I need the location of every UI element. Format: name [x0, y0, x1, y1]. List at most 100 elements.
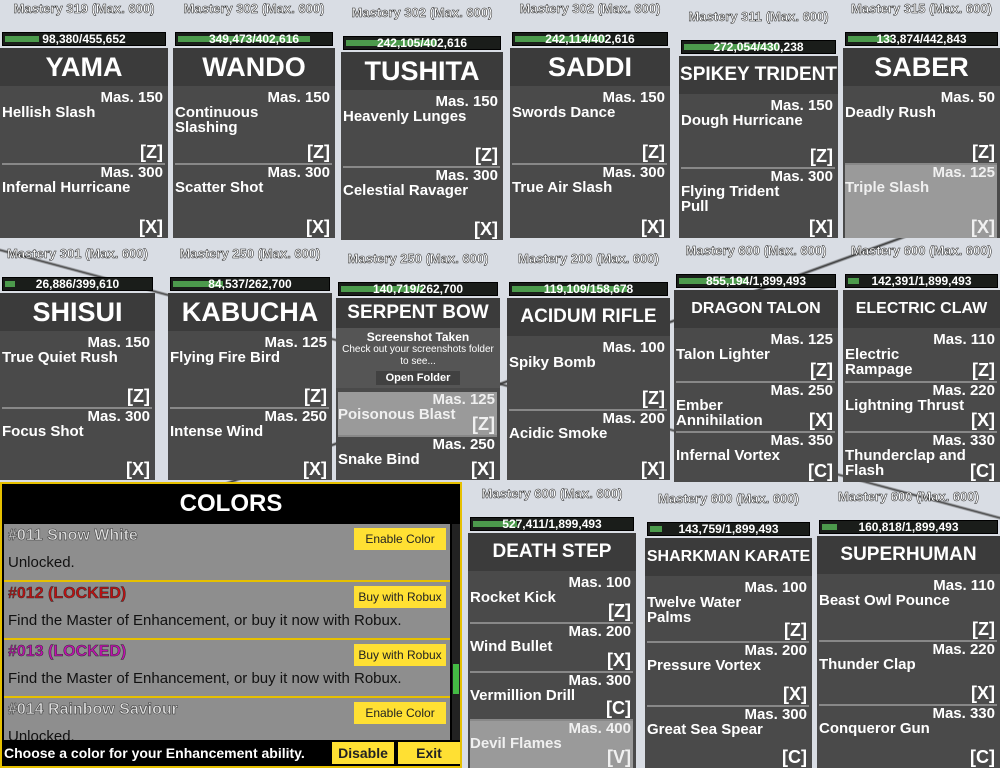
move-name: Ember Annihilation: [676, 396, 763, 429]
move-row[interactable]: Mas. 300 Vermillion Drill [C]: [470, 673, 633, 722]
move-row[interactable]: Mas. 100 Spiky Bomb [Z]: [509, 340, 667, 411]
color-description: Find the Master of Enhancement, or buy i…: [8, 670, 402, 687]
move-row[interactable]: Mas. 300 True Air Slash [X]: [512, 165, 667, 238]
move-key: [X]: [303, 459, 327, 479]
move-mastery: Mas. 300: [435, 167, 498, 184]
moves-panel: SHARKMAN KARATE Mas. 100 Twelve Water Palm…: [645, 538, 812, 768]
weapon-title: SADDI: [510, 48, 670, 86]
progress-fill: [5, 281, 15, 287]
toast-title: Screenshot Taken: [366, 330, 470, 344]
move-mastery: Mas. 110: [933, 577, 995, 594]
move-row[interactable]: Mas. 200 Wind Bullet [X]: [470, 624, 633, 673]
move-row[interactable]: Mas. 220 Thunder Clap [X]: [819, 642, 997, 706]
moves-panel: YAMA Mas. 150 Hellish Slash [Z] Mas. 300 Infe…: [0, 48, 168, 238]
move-key: [X]: [641, 217, 665, 237]
move-row[interactable]: Mas. 150 Swords Dance [Z]: [512, 90, 667, 165]
move-row[interactable]: Mas. 100 Twelve Water Palms [Z]: [647, 580, 809, 644]
move-row[interactable]: Mas. 400 Devil Flames [V]: [470, 721, 633, 768]
move-row[interactable]: Mas. 110 Electric Rampage [Z]: [845, 332, 997, 383]
move-row[interactable]: Mas. 150 Dough Hurricane [Z]: [681, 98, 835, 169]
move-row[interactable]: Mas. 250 Ember Annihilation [X]: [676, 383, 835, 434]
move-mastery: Mas. 330: [932, 432, 995, 450]
move-row[interactable]: Mas. 125 Flying Fire Bird [Z]: [170, 335, 329, 409]
mastery-progress-bar: 855,194/1,899,493: [676, 274, 836, 288]
mastery-progress-bar: 133,874/442,843: [845, 32, 998, 46]
move-row[interactable]: Mas. 150 Continuous Slashing [Z]: [175, 90, 332, 165]
move-mastery: Mas. 50: [940, 89, 995, 106]
move-mastery: Mas. 300: [744, 705, 807, 723]
mastery-progress-bar: 140,719/262,700: [338, 282, 498, 296]
move-key: [Z]: [475, 145, 498, 165]
disable-button[interactable]: Disable: [332, 742, 394, 764]
colors-list[interactable]: #011 Snow White Unlocked. Enable Color #012…: [4, 524, 450, 740]
weapon-card: Mastery 301 (Max. 600) 26,886/399,610 SHIS…: [0, 245, 155, 480]
move-row[interactable]: Mas. 300 Flying Trident Pull [X]: [681, 169, 835, 238]
weapon-title: YAMA: [0, 48, 168, 86]
move-row[interactable]: Mas. 100 Rocket Kick [Z]: [470, 575, 633, 624]
move-row[interactable]: Mas. 250 Snake Bind [X]: [338, 437, 497, 480]
move-mastery: Mas. 150: [602, 89, 665, 106]
progress-text: 98,380/455,652: [42, 32, 126, 46]
move-row[interactable]: Mas. 300 Scatter Shot [X]: [175, 165, 332, 238]
open-folder-button[interactable]: Open Folder: [375, 371, 461, 385]
progress-text: 527,411/1,899,493: [502, 517, 602, 531]
moves-panel: WANDO Mas. 150 Continuous Slashing [Z] Mas. …: [173, 48, 335, 238]
moves-panel: ELECTRIC CLAW Mas. 110 Electric Rampage [Z]…: [843, 290, 1000, 482]
color-name: #011 Snow White: [8, 527, 138, 545]
move-row[interactable]: Mas. 150 True Quiet Rush [Z]: [2, 335, 152, 409]
move-row[interactable]: Mas. 300 Focus Shot [X]: [2, 409, 152, 481]
move-key: [X]: [809, 410, 833, 431]
move-row[interactable]: Mas. 200 Pressure Vortex [X]: [647, 643, 809, 707]
weapon-title: WANDO: [173, 48, 335, 86]
weapon-title: SHARKMAN KARATE: [645, 538, 812, 576]
move-row[interactable]: Mas. 150 Heavenly Lunges [Z]: [343, 94, 500, 168]
moves-list: Mas. 150 Heavenly Lunges [Z] Mas. 300 Celest…: [341, 90, 503, 240]
colors-title: COLORS: [179, 490, 283, 517]
move-row[interactable]: Mas. 150 Hellish Slash [Z]: [2, 90, 165, 165]
buy-with-robux-button[interactable]: Buy with Robux: [354, 586, 446, 608]
mastery-label: Mastery 600 (Max. 600): [851, 243, 992, 258]
move-row[interactable]: Mas. 350 Infernal Vortex [C]: [676, 433, 835, 482]
move-row[interactable]: Mas. 110 Beast Owl Pounce [Z]: [819, 578, 997, 642]
move-row[interactable]: Mas. 125 Triple Slash [X]: [845, 165, 997, 238]
move-row[interactable]: Mas. 250 Intense Wind [X]: [170, 409, 329, 481]
colors-scrollbar[interactable]: [452, 524, 460, 740]
footer-hint: Choose a color for your Enhancement abil…: [4, 745, 305, 761]
move-name: Intense Wind: [170, 422, 264, 440]
scrollbar-thumb[interactable]: [453, 664, 459, 694]
weapon-card: Mastery 250 (Max. 600) 140,719/262,700 SER…: [336, 250, 500, 480]
weapon-card: Mastery 600 (Max. 600) 143,759/1,899,493 S…: [645, 490, 812, 768]
move-key: [Z]: [307, 142, 330, 162]
move-row[interactable]: Mas. 200 Acidic Smoke [X]: [509, 411, 667, 480]
move-mastery: Mas. 150: [100, 89, 163, 106]
toast-message: Check out your screenshots folder to see…: [342, 344, 494, 367]
move-name: Snake Bind: [338, 451, 420, 468]
move-row[interactable]: Mas. 300 Celestial Ravager [X]: [343, 168, 500, 240]
weapon-card: Mastery 600 (Max. 600) 160,818/1,899,493 S…: [817, 488, 1000, 768]
enable-color-button[interactable]: Enable Color: [354, 702, 446, 724]
move-mastery: Mas. 300: [770, 168, 833, 185]
move-mastery: Mas. 200: [568, 622, 631, 640]
move-row[interactable]: Mas. 50 Deadly Rush [Z]: [845, 90, 997, 165]
move-mastery: Mas. 125: [932, 164, 995, 181]
moves-panel: DRAGON TALON Mas. 125 Talon Lighter [Z] Mas.…: [674, 290, 838, 482]
move-mastery: Mas. 200: [602, 410, 665, 427]
move-mastery: Mas. 150: [770, 97, 833, 114]
moves-panel: SERPENT BOW Screenshot Taken Check out you…: [336, 298, 500, 480]
moves-panel: SUPERHUMAN Mas. 110 Beast Owl Pounce [Z] Mas…: [817, 536, 1000, 768]
color-description: Unlocked.: [8, 554, 75, 571]
move-row[interactable]: Mas. 300 Infernal Hurricane [X]: [2, 165, 165, 238]
mastery-label: Mastery 600 (Max. 600): [838, 489, 979, 504]
enable-color-button[interactable]: Enable Color: [354, 528, 446, 550]
move-key: [C]: [808, 461, 833, 482]
move-name: Pressure Vortex: [647, 657, 761, 675]
move-key: [C]: [782, 746, 807, 767]
move-row[interactable]: Mas. 220 Lightning Thrust [X]: [845, 383, 997, 434]
move-row[interactable]: Mas. 330 Conqueror Gun [C]: [819, 706, 997, 768]
move-row[interactable]: Mas. 125 Poisonous Blast [Z]: [338, 392, 497, 437]
exit-button[interactable]: Exit: [398, 742, 460, 764]
move-row[interactable]: Mas. 330 Thunderclap and Flash [C]: [845, 433, 997, 482]
move-row[interactable]: Mas. 300 Great Sea Spear [C]: [647, 707, 809, 768]
move-row[interactable]: Mas. 125 Talon Lighter [Z]: [676, 332, 835, 383]
buy-with-robux-button[interactable]: Buy with Robux: [354, 644, 446, 666]
